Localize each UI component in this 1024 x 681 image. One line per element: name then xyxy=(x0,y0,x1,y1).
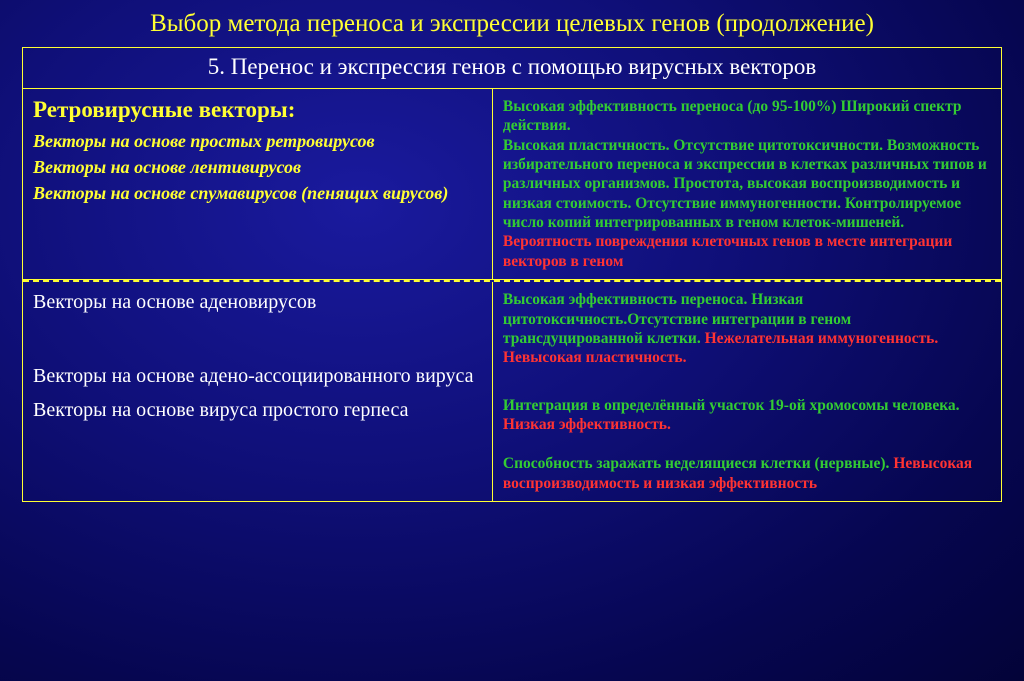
table-header-cell: 5. Перенос и экспрессия генов с помощью … xyxy=(23,47,1002,88)
adeno-desc: Высокая эффективность переноса. Низкая ц… xyxy=(503,290,991,368)
retroviral-item-2: Векторы на основе лентивирусов xyxy=(33,155,482,179)
row1-right-p2: Высокая пластичность. Отсутствие цитоток… xyxy=(503,136,991,233)
row1-right: Высокая эффективность переноса (до 95-10… xyxy=(492,88,1001,279)
retroviral-item-1: Векторы на основе простых ретровирусов xyxy=(33,129,482,153)
row1-right-p3: Вероятность повреждения клеточных генов … xyxy=(503,232,991,271)
aav-desc-neg: Низкая эффективность. xyxy=(503,416,671,433)
herpes-item: Векторы на основе вируса простого герпес… xyxy=(33,398,482,422)
retroviral-heading: Ретровирусные векторы: xyxy=(33,97,482,123)
row1-left: Ретровирусные векторы: Векторы на основе… xyxy=(23,88,493,279)
aav-desc-pos: Интеграция в определённый участок 19-ой … xyxy=(503,397,960,414)
row2-left: Векторы на основе аденовирусов Векторы н… xyxy=(23,282,493,502)
herpes-desc-pos: Способность заражать неделящиеся клетки … xyxy=(503,455,893,472)
row-retroviral: Ретровирусные векторы: Векторы на основе… xyxy=(23,88,1002,279)
row1-right-p1: Высокая эффективность переноса (до 95-10… xyxy=(503,97,991,136)
slide-title: Выбор метода переноса и экспрессии целев… xyxy=(22,10,1002,39)
aav-item: Векторы на основе адено-ассоциированного… xyxy=(33,364,482,388)
table-header-row: 5. Перенос и экспрессия генов с помощью … xyxy=(23,47,1002,88)
row2-right: Высокая эффективность переноса. Низкая ц… xyxy=(492,282,1001,502)
retroviral-item-3: Векторы на основе спумавирусов (пенящих … xyxy=(33,181,482,205)
slide-root: Выбор метода переноса и экспрессии целев… xyxy=(0,0,1024,681)
content-table: 5. Перенос и экспрессия генов с помощью … xyxy=(22,47,1002,502)
herpes-desc: Способность заражать неделящиеся клетки … xyxy=(503,454,991,493)
adeno-item: Векторы на основе аденовирусов xyxy=(33,290,482,314)
row-other-viruses: Векторы на основе аденовирусов Векторы н… xyxy=(23,282,1002,502)
aav-desc: Интеграция в определённый участок 19-ой … xyxy=(503,396,991,435)
